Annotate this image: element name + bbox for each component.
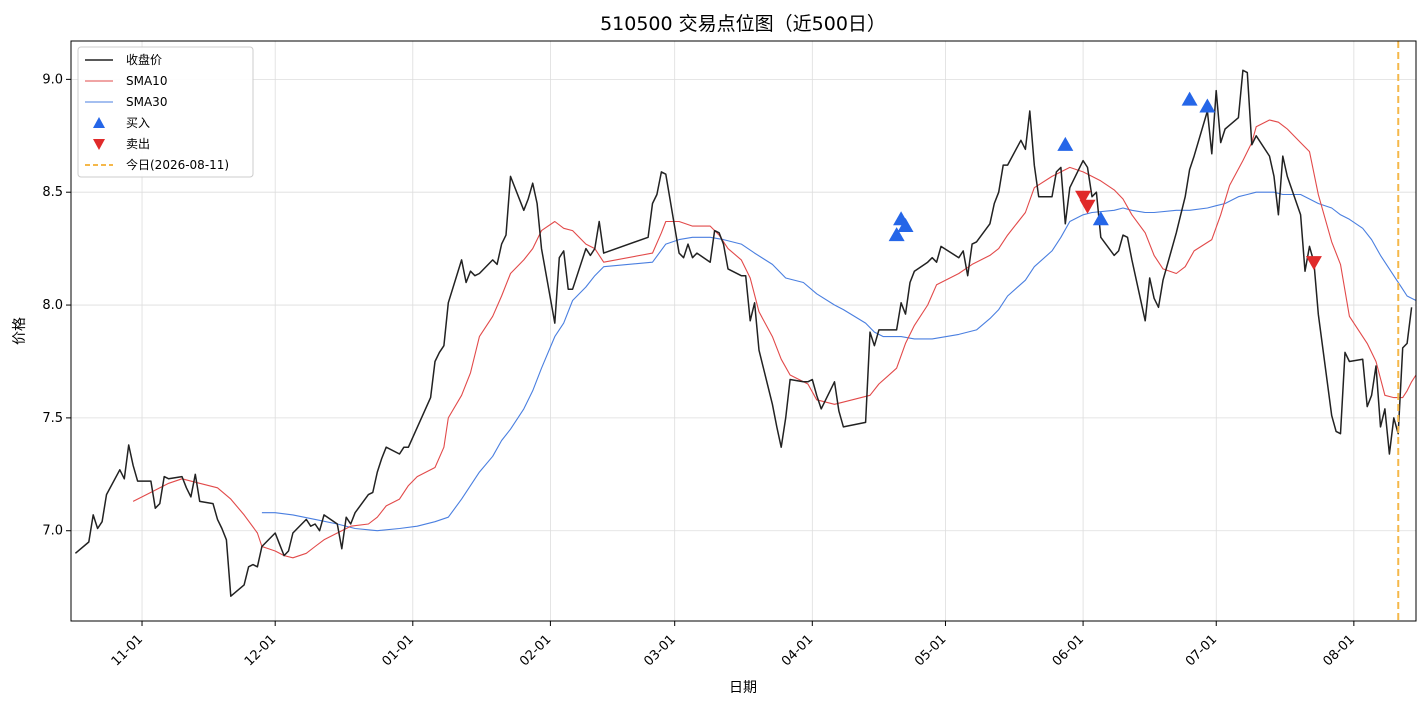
y-tick-label: 7.0 bbox=[42, 524, 63, 539]
x-tick-label: 01-01 bbox=[379, 632, 416, 669]
buy-marker bbox=[1057, 136, 1074, 151]
series-line-close bbox=[74, 69, 1413, 597]
x-tick-label: 06-01 bbox=[1050, 632, 1087, 669]
legend-label: 收盘价 bbox=[126, 52, 162, 67]
buy-marker bbox=[1181, 91, 1198, 106]
y-axis: 7.0 7.5 8.0 8.5 9.0 bbox=[42, 72, 71, 539]
x-tick-label: 05-01 bbox=[912, 632, 949, 669]
x-tick-label: 03-01 bbox=[641, 632, 678, 669]
legend-label: 买入 bbox=[126, 116, 150, 130]
series-line-sma30 bbox=[261, 191, 1417, 532]
y-tick-label: 8.5 bbox=[42, 185, 63, 200]
x-tick-label: 12-01 bbox=[242, 632, 279, 669]
legend-label: 今日(2026-08-11) bbox=[126, 157, 229, 172]
x-tick-label: 08-01 bbox=[1321, 632, 1358, 669]
sell-marker bbox=[1075, 190, 1092, 205]
x-tick-label: 02-01 bbox=[517, 632, 554, 669]
legend-box bbox=[77, 46, 254, 178]
buy-marker bbox=[1199, 98, 1216, 113]
y-tick-label: 8.0 bbox=[42, 298, 63, 313]
x-tick-label: 11-01 bbox=[109, 632, 146, 669]
buy-marker bbox=[1092, 211, 1109, 226]
buy-marker bbox=[888, 227, 905, 242]
x-axis-label: 日期 bbox=[729, 680, 757, 696]
y-axis-label: 价格 bbox=[12, 317, 28, 345]
buy-marker bbox=[897, 218, 914, 233]
chart-title: 510500 交易点位图（近500日） bbox=[600, 13, 886, 35]
y-tick-label: 7.5 bbox=[42, 411, 63, 426]
sell-marker bbox=[1305, 256, 1322, 271]
legend-label: 卖出 bbox=[126, 137, 150, 151]
legend-label: SMA30 bbox=[126, 95, 167, 109]
series-line-sma10 bbox=[132, 119, 1417, 559]
x-tick-label: 07-01 bbox=[1183, 632, 1220, 669]
sell-marker bbox=[1079, 199, 1096, 214]
series-lines bbox=[74, 69, 1417, 597]
x-tick-label: 04-01 bbox=[779, 632, 816, 669]
legend-swatch-sell bbox=[93, 139, 105, 150]
legend-label: SMA10 bbox=[126, 74, 167, 88]
plot-frame bbox=[70, 40, 1417, 622]
y-tick-label: 9.0 bbox=[42, 72, 63, 87]
trade-markers bbox=[888, 91, 1322, 271]
legend-swatch-buy bbox=[93, 117, 105, 128]
x-axis: 11-01 12-01 01-01 02-01 03-01 04-01 05-01 06-01… bbox=[109, 621, 1358, 669]
